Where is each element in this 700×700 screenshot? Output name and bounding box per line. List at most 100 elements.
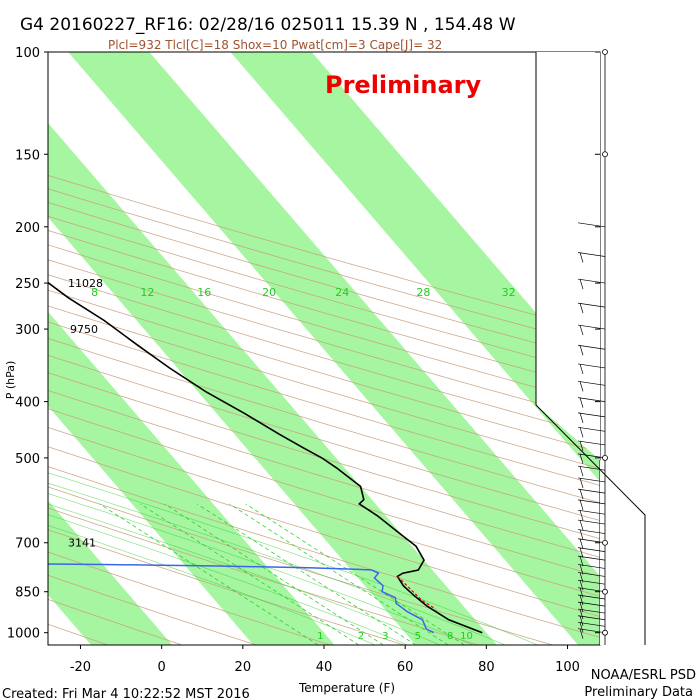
wind-barb-flag — [579, 477, 584, 489]
wind-barb-flag — [579, 278, 584, 290]
pressure-tick-label: 250 — [15, 277, 40, 292]
wind-barb — [577, 344, 606, 350]
dry-adiabat — [48, 274, 600, 437]
wind-barb-flag — [579, 453, 584, 464]
wind-barb — [577, 499, 606, 505]
wind-barb — [577, 440, 606, 446]
pressure-axis: 100 150 200 250 300 400 500 700 850 1000 — [7, 46, 600, 642]
dry-adiabat — [48, 175, 600, 333]
temperature-tick-label: 20 — [235, 660, 252, 675]
wind-barb — [577, 465, 606, 471]
dry-adiabat — [48, 486, 553, 645]
y-axis-label: P (hPa) — [4, 361, 17, 400]
isotherm-band — [68, 52, 600, 645]
temperature-tick-label: 80 — [478, 660, 495, 675]
mixing-ratio-line — [245, 503, 465, 645]
wind-barb-flag — [579, 519, 584, 531]
wind-barb — [577, 488, 606, 494]
temperature-tick-label: 40 — [316, 660, 333, 675]
mixing-ratio-lines — [99, 503, 465, 645]
wind-barb — [577, 397, 606, 402]
moist-adiabat — [48, 472, 538, 645]
wind-barb-flag — [579, 363, 584, 375]
wind-barb-flag — [579, 628, 584, 639]
mixing-ratio-line — [196, 503, 416, 645]
moist-adiabat — [48, 525, 376, 645]
wind-barb — [577, 412, 606, 418]
wind-barb — [577, 380, 606, 386]
wind-barb-flag — [579, 608, 584, 620]
wind-calm-marker — [602, 49, 608, 55]
mixing-ratio-labels: 8 12 16 20 24 28 321 2 3 5 8 10 — [91, 286, 515, 642]
height-labels: 11028 9750 3141 — [68, 277, 103, 550]
temperature-axis: -20 0 20 40 60 80 100 — [70, 645, 580, 675]
dewpoint-line — [48, 563, 434, 634]
preliminary-data-note: Preliminary Data — [584, 685, 693, 700]
wind-barb — [577, 363, 606, 369]
bottom-mixing-label: 5 — [415, 631, 421, 642]
wind-barb — [577, 477, 606, 483]
isotherm-band — [0, 52, 10, 645]
pressure-tick-label: 100 — [15, 46, 40, 61]
wind-calm-marker — [602, 588, 608, 595]
bottom-mixing-label: 2 — [358, 631, 364, 642]
wind-barb-flag — [579, 345, 584, 356]
wind-barb-flag — [579, 556, 584, 567]
dry-adiabat — [48, 598, 183, 645]
wind-barb-flag — [579, 587, 584, 598]
wind-barb-flag — [579, 602, 584, 613]
wind-barb-flag — [579, 615, 584, 626]
wind-barb — [577, 453, 606, 459]
wind-barb-flag — [579, 572, 584, 583]
dry-adiabat — [48, 390, 600, 558]
wind-calm-marker — [602, 151, 608, 158]
bottom-mixing-label: 10 — [460, 631, 473, 642]
wind-barb — [577, 519, 606, 525]
wind-panel-border — [535, 52, 646, 645]
organization: NOAA/ESRL PSD — [591, 668, 696, 683]
dry-adiabat — [48, 372, 600, 540]
wind-barb-flag — [579, 510, 584, 521]
bottom-mixing-label: 3 — [382, 631, 388, 642]
wind-barb-flag — [579, 564, 584, 575]
dry-adiabat — [48, 201, 600, 361]
wind-barb-flag — [579, 381, 584, 392]
wind-barb-flag — [579, 489, 584, 500]
moist-adiabat — [48, 482, 506, 645]
pressure-tick-label: 200 — [15, 221, 40, 236]
height-label: 11028 — [68, 277, 103, 290]
temperature-tick-label: 0 — [158, 660, 166, 675]
pressure-tick-label: 850 — [15, 586, 40, 601]
pressure-tick-label: 400 — [15, 396, 40, 411]
wind-barb-flag — [579, 252, 584, 263]
wind-barb — [577, 222, 606, 228]
mixing-ratio-line — [140, 503, 360, 645]
dry-adiabat — [48, 466, 600, 638]
wind-barb — [577, 426, 606, 432]
mixing-ratio-label: 12 — [140, 286, 154, 299]
wind-barb — [577, 278, 606, 284]
wind-barb-flag — [579, 538, 584, 549]
wind-barb-flag — [579, 580, 584, 591]
wind-calm-marker — [602, 539, 608, 546]
isotherm-band — [48, 122, 497, 645]
wind-calm-marker — [602, 454, 608, 461]
wind-panel-background — [536, 52, 645, 645]
wind-barb-flag — [579, 547, 584, 558]
wind-barb — [577, 252, 606, 257]
pressure-tick-label: 300 — [15, 323, 40, 338]
dry-adiabat — [48, 230, 600, 391]
dry-adiabat — [48, 408, 600, 577]
temperature-tick-label: 100 — [555, 660, 580, 675]
wind-barb-flag — [579, 303, 584, 314]
wind-barb — [577, 529, 606, 534]
created-timestamp: Created: Fri Mar 4 10:22:52 MST 2016 — [2, 687, 250, 700]
bottom-mixing-label: 8 — [447, 631, 453, 642]
pressure-tick-label: 1000 — [7, 627, 40, 642]
parcel-line — [396, 575, 436, 610]
height-label: 3141 — [68, 537, 96, 550]
mixing-ratio-line — [229, 503, 449, 645]
wind-barb — [577, 538, 606, 544]
